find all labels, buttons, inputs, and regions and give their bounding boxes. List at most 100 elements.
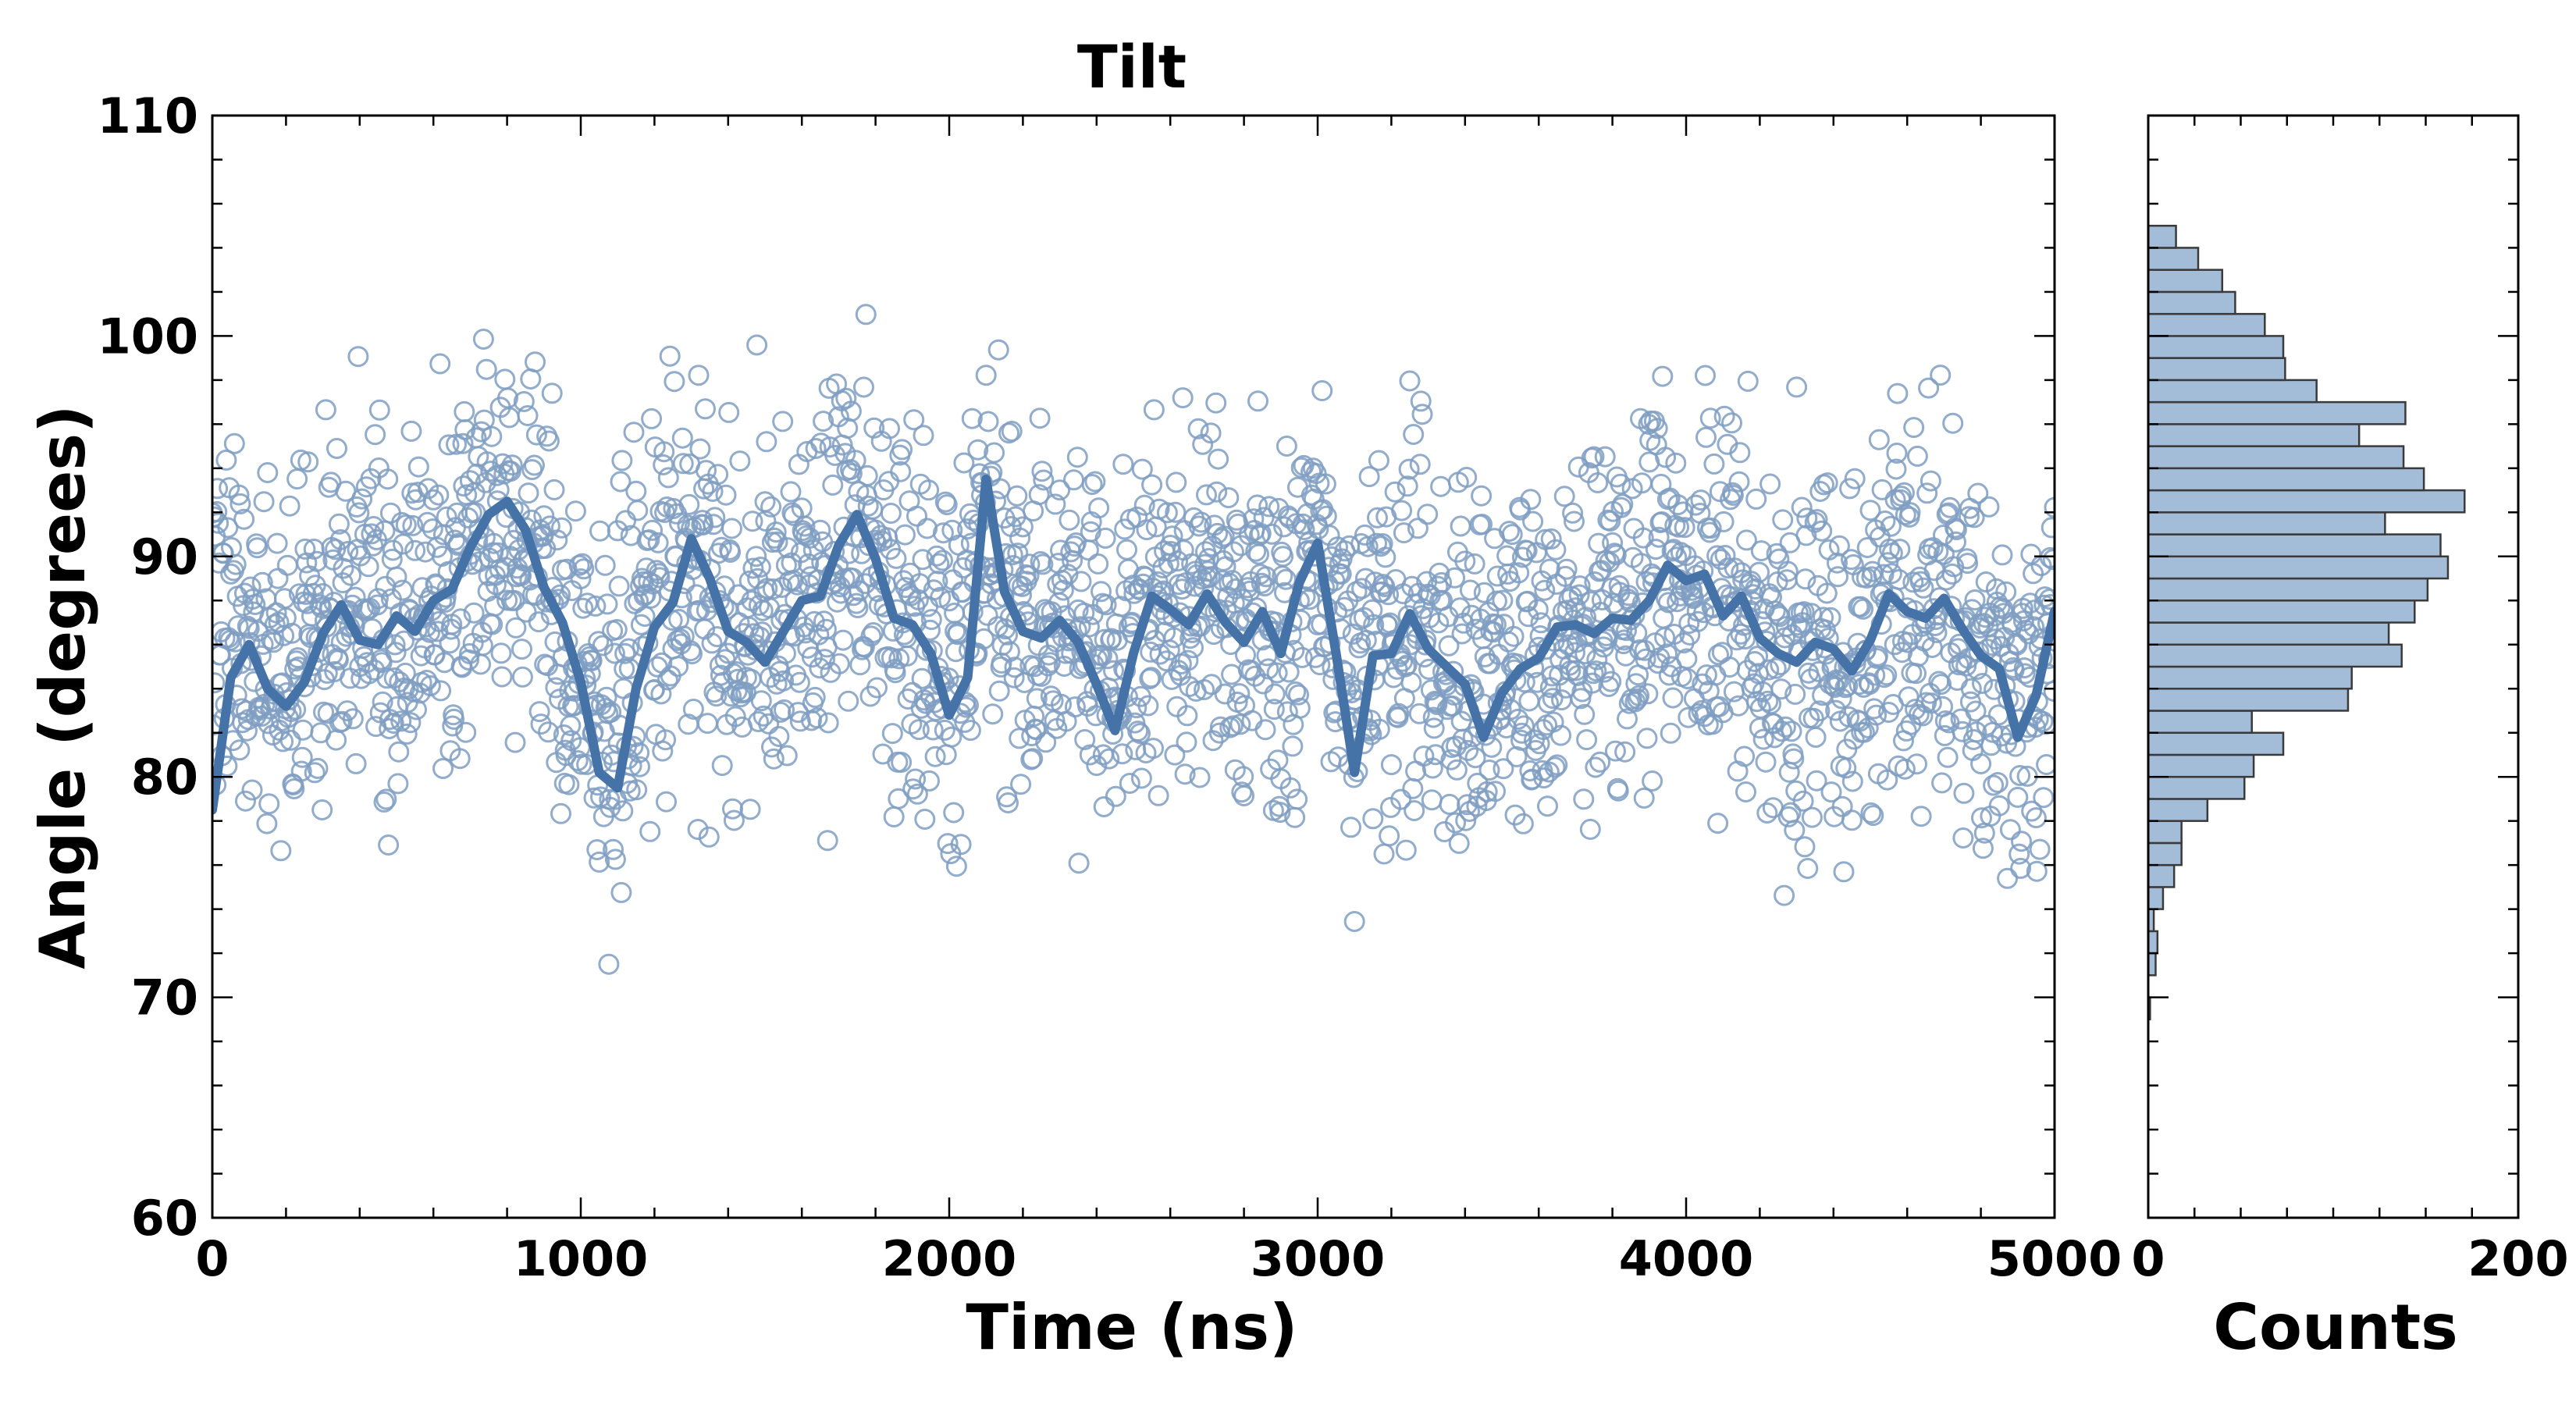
- scatter-point: [767, 531, 788, 553]
- scatter-point: [1554, 565, 1576, 587]
- scatter-point: [1457, 739, 1479, 761]
- scatter-point: [1770, 678, 1792, 700]
- scatter-point: [1682, 588, 1704, 610]
- scatter-point: [1942, 412, 1964, 434]
- scatter-point: [241, 779, 263, 801]
- scatter-point: [1130, 723, 1151, 745]
- scatter-point: [1912, 577, 1934, 599]
- scatter-point: [1399, 370, 1421, 392]
- histogram-bar: [2147, 798, 2209, 822]
- scatter-point: [2029, 838, 2051, 860]
- scatter-point: [1866, 704, 1888, 726]
- scatter-point: [1068, 852, 1090, 874]
- histogram-bar: [2147, 445, 2405, 470]
- scatter-point: [1285, 681, 1307, 703]
- scatter-point: [1508, 562, 1530, 584]
- scatter-point: [671, 427, 693, 449]
- scatter-point: [1070, 571, 1092, 592]
- scatter-point: [1657, 592, 1679, 614]
- scatter-point: [1126, 697, 1147, 719]
- scatter-point: [1972, 838, 1994, 859]
- scatter-point: [1266, 662, 1288, 684]
- scatter-point: [1384, 481, 1406, 503]
- scatter-point: [360, 468, 382, 489]
- scatter-point: [1009, 728, 1030, 749]
- scatter-point: [1143, 738, 1164, 760]
- scatter-point: [404, 539, 426, 561]
- scatter-point: [564, 500, 586, 522]
- scatter-point: [1553, 486, 1575, 507]
- scatter-point: [570, 568, 592, 589]
- scatter-point: [1087, 553, 1109, 575]
- scatter-point: [1784, 683, 1806, 705]
- scatter-point: [306, 550, 328, 572]
- scatter-point: [890, 461, 912, 482]
- scatter-point: [379, 709, 400, 731]
- y-tick-label: 90: [131, 528, 198, 585]
- scatter-point: [1871, 479, 1893, 500]
- scatter-point: [879, 418, 900, 439]
- scatter-point: [1003, 667, 1025, 688]
- scatter-point: [1427, 575, 1449, 597]
- scatter-point: [1446, 735, 1467, 757]
- scatter-point: [1737, 370, 1759, 392]
- scatter-point: [1190, 511, 1212, 533]
- histogram-bar: [2147, 753, 2255, 778]
- histogram-bar: [2147, 533, 2442, 558]
- scatter-point: [1765, 657, 1787, 679]
- scatter-point: [1749, 561, 1770, 583]
- scatter-point: [1165, 471, 1187, 493]
- scatter-point: [777, 537, 799, 559]
- scatter-point: [501, 454, 523, 476]
- scatter-point: [1966, 721, 1987, 743]
- scatter-point: [586, 839, 608, 860]
- scatter-point: [2018, 623, 2040, 645]
- scatter-point: [1444, 567, 1466, 589]
- scatter-point: [1670, 542, 1692, 564]
- scatter-point: [1757, 690, 1779, 712]
- scatter-point: [1899, 502, 1921, 524]
- scatter-point: [773, 670, 795, 692]
- scatter-point: [1801, 603, 1822, 624]
- scatter-point: [1967, 482, 1989, 504]
- scatter-point: [738, 570, 760, 592]
- scatter-point: [1527, 599, 1549, 621]
- scatter-point: [1537, 795, 1558, 817]
- scatter-point: [432, 758, 454, 779]
- scatter-point: [1703, 453, 1725, 475]
- scatter-point: [475, 358, 497, 380]
- scatter-point: [1916, 482, 1938, 504]
- scatter-point: [1542, 688, 1564, 710]
- scatter-point: [1856, 537, 1878, 558]
- scatter-point: [1397, 475, 1418, 497]
- scatter-point: [758, 713, 780, 735]
- scatter-point: [419, 675, 441, 696]
- scatter-point: [652, 740, 674, 762]
- scatter-point: [1492, 589, 1514, 611]
- scatter-point: [1011, 584, 1032, 606]
- scatter-point: [1380, 754, 1402, 776]
- scatter-point: [1600, 671, 1622, 692]
- scatter-point: [1937, 746, 1959, 768]
- scatter-point: [937, 833, 959, 855]
- scatter-point: [1006, 485, 1028, 507]
- scatter-point: [2032, 710, 2054, 732]
- scatter-point: [1735, 529, 1757, 551]
- scatter-point: [491, 666, 513, 688]
- scatter-point: [297, 451, 319, 473]
- scatter-point: [1771, 721, 1793, 742]
- scatter-point: [1877, 552, 1899, 574]
- scatter-point: [763, 748, 785, 770]
- scatter-point: [1449, 597, 1471, 619]
- scatter-point: [1860, 802, 1882, 824]
- scatter-point: [1219, 717, 1241, 738]
- scatter-point: [885, 547, 907, 569]
- histogram-bar: [2147, 290, 2236, 315]
- scatter-point: [1454, 550, 1476, 572]
- scatter-point: [1174, 763, 1196, 785]
- scatter-point: [589, 851, 610, 873]
- scatter-point: [1026, 688, 1048, 710]
- scatter-point: [1330, 563, 1352, 585]
- scatter-point: [1372, 533, 1393, 554]
- scatter-point: [906, 783, 928, 805]
